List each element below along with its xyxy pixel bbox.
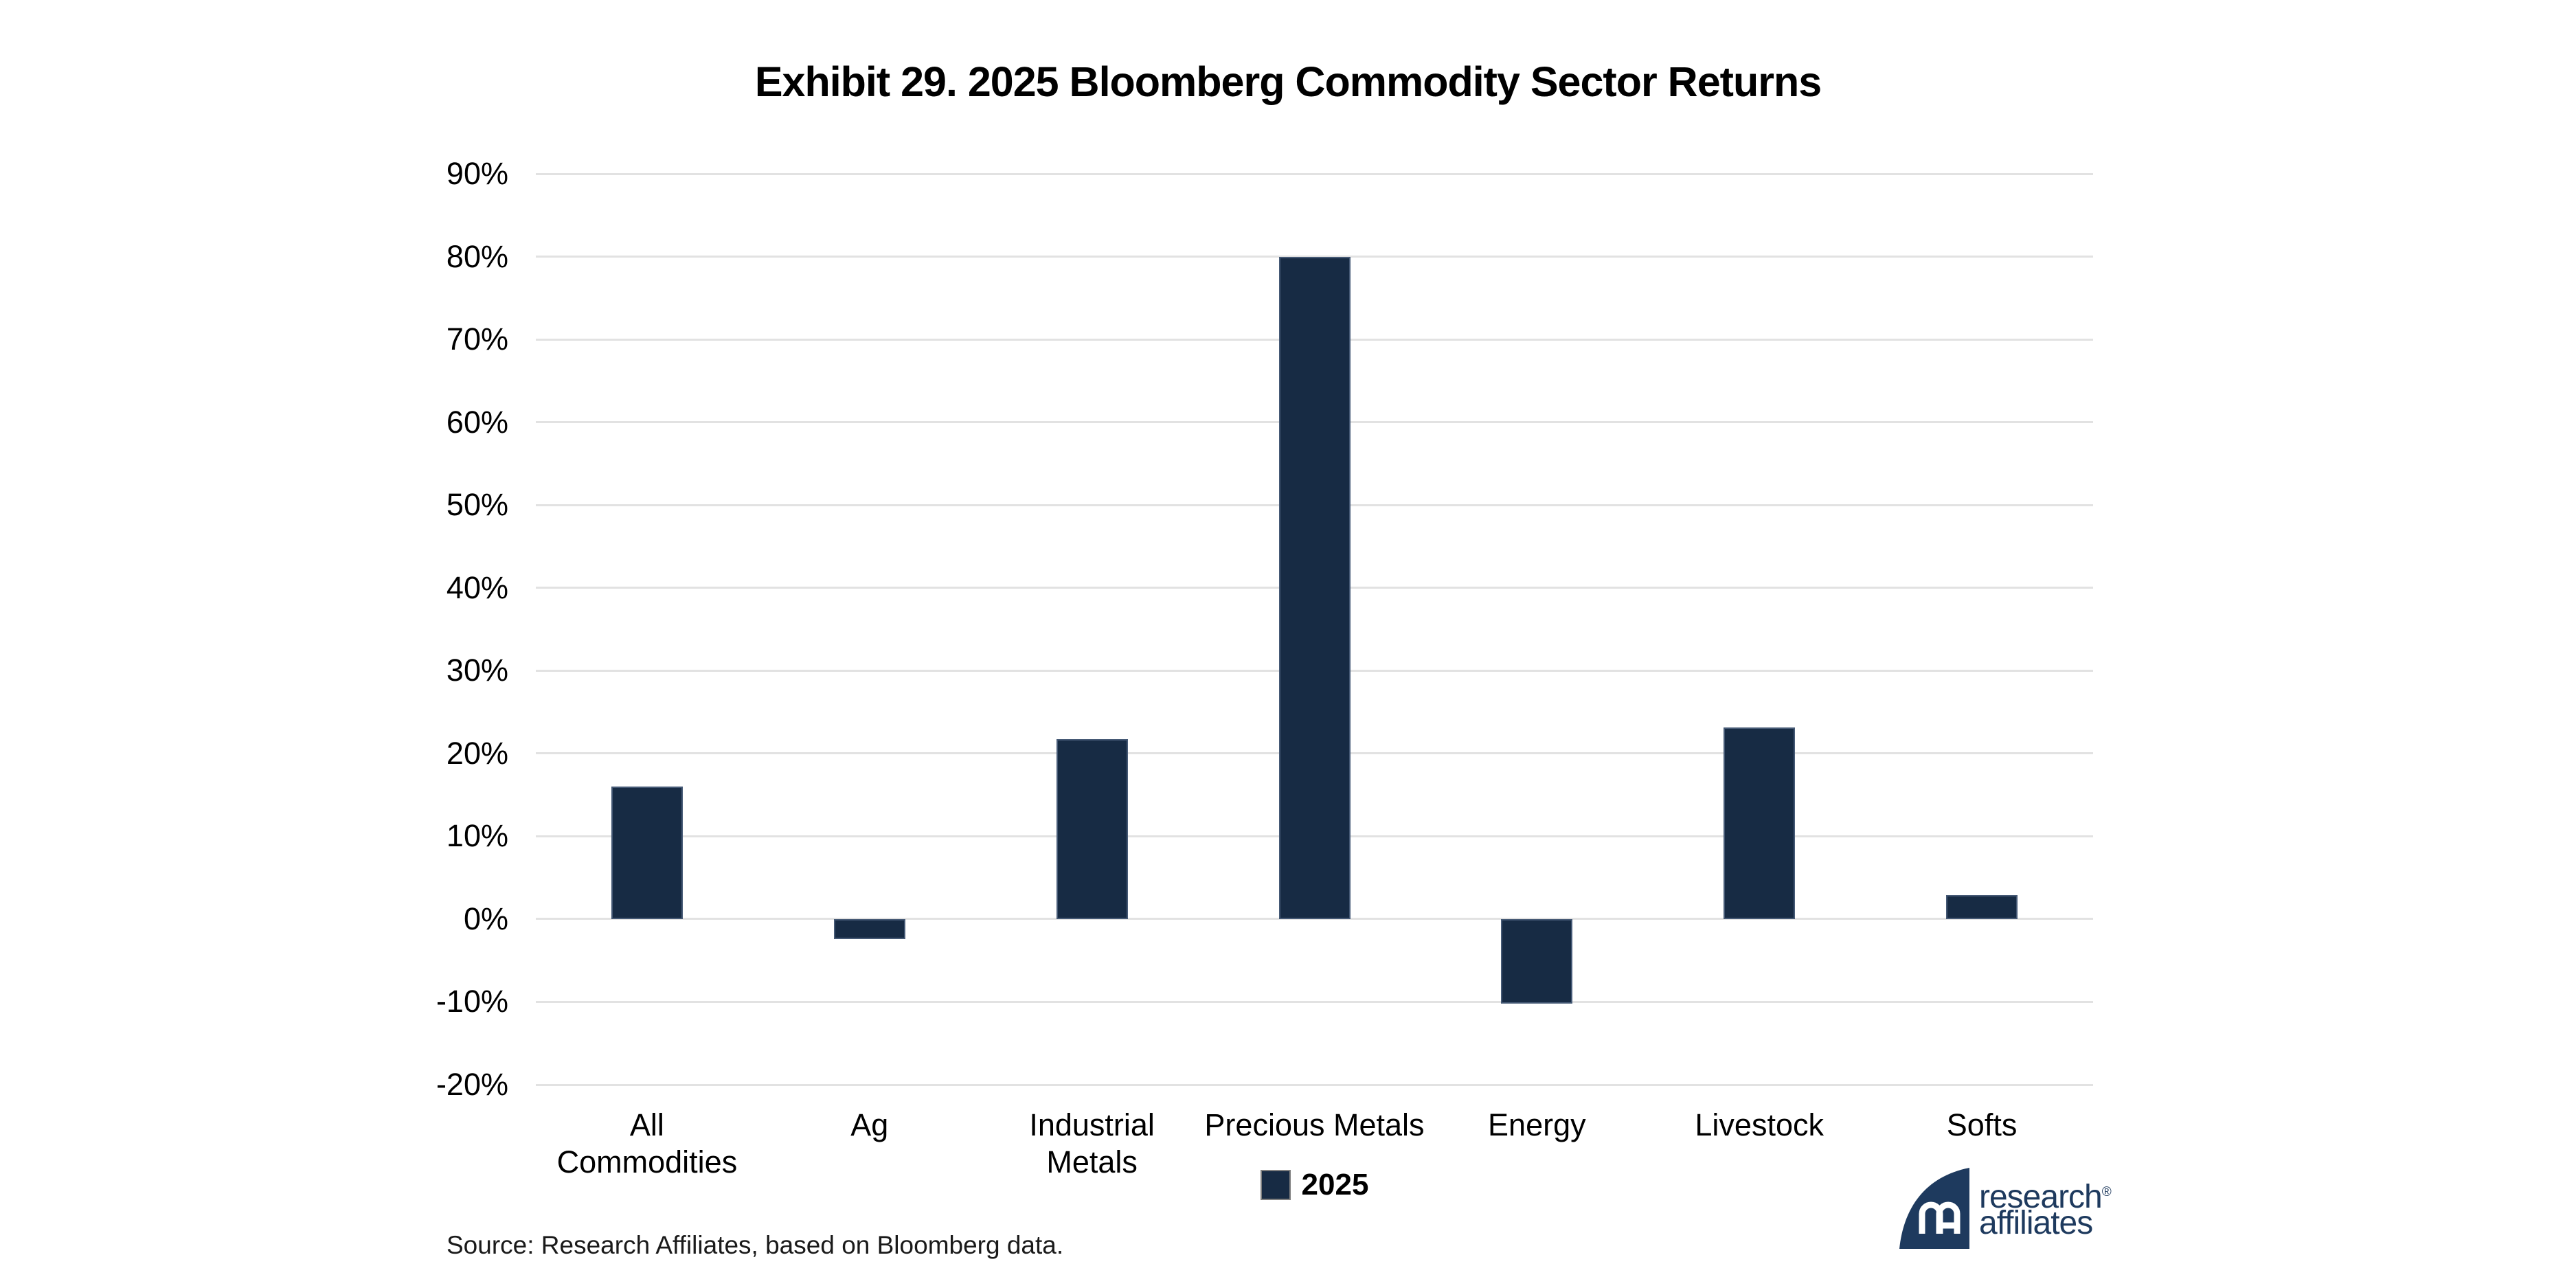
bar-ag [833, 918, 905, 939]
legend-swatch-2025 [1260, 1170, 1291, 1200]
bar-softs [1946, 894, 2018, 919]
ra-logo: research® affiliates [1899, 1168, 2112, 1249]
plot-area: 90% 80% 70% 60% 50% 40% 30% 20% 10% 0% -10% -20% All… [436, 156, 2093, 1179]
source-note: Source: Research Affiliates, based on Bl… [447, 1231, 1064, 1259]
gridline--20% [536, 1083, 2093, 1086]
x-axis-label-all-commodities: All Commodities [556, 1107, 738, 1179]
ra-logo-text: research® affiliates [1979, 1179, 2112, 1241]
gridline-90% [536, 172, 2093, 175]
y-axis-tick-label: 80% [446, 238, 508, 274]
y-axis-tick-label: 70% [446, 321, 508, 357]
bar-energy [1501, 918, 1573, 1004]
y-axis-tick-label: 60% [446, 404, 508, 440]
y-axis-tick-label: 50% [446, 487, 508, 523]
registered-mark: ® [2101, 1185, 2112, 1199]
x-axis-label-ag: Ag [850, 1107, 889, 1142]
x-axis-label-softs: Softs [1946, 1107, 2018, 1142]
bar-industrial-metals [1056, 739, 1128, 919]
bar-all-commodities [611, 787, 683, 919]
legend-label-2025: 2025 [1301, 1168, 1369, 1201]
y-axis-tick-label: 40% [446, 569, 508, 605]
y-axis-tick-label: -20% [436, 1067, 508, 1102]
bar-livestock [1724, 727, 1796, 919]
y-axis-tick-label: 10% [446, 818, 508, 854]
y-axis-tick-label: 0% [463, 901, 508, 936]
y-axis-tick-label: -10% [436, 984, 508, 1019]
bar-precious-metals [1278, 256, 1351, 919]
x-axis-label-precious-metals: Precious Metals [1204, 1107, 1425, 1142]
ra-logo-line2: affiliates [1979, 1205, 2093, 1241]
y-axis-tick-label: 90% [446, 156, 508, 191]
ra-logo-sail-icon [1899, 1168, 1969, 1249]
ra-logo-line1: research® [1979, 1179, 2112, 1215]
x-axis-label-livestock: Livestock [1695, 1107, 1824, 1142]
legend: 2025 [536, 1166, 2093, 1204]
x-axis-label-industrial-metals: Industrial Metals [1029, 1107, 1155, 1179]
logo-glyph-arch-right [1936, 1201, 1961, 1234]
gridline-0% [536, 918, 2093, 920]
x-axis-label-energy: Energy [1488, 1107, 1586, 1142]
y-axis-tick-label: 30% [446, 653, 508, 688]
y-axis-tick-label: 20% [446, 735, 508, 771]
chart-title: Exhibit 29. 2025 Bloomberg Commodity Sec… [754, 58, 1822, 105]
gridline--10% [536, 1000, 2093, 1003]
